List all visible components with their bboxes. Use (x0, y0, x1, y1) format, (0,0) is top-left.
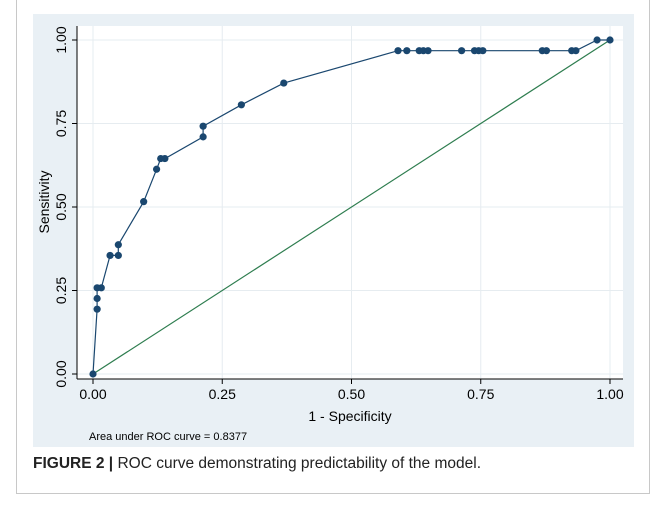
roc-point (114, 251, 122, 260)
plot-area (77, 26, 623, 379)
x-tick-label: 0.00 (79, 386, 106, 402)
roc-point (152, 165, 161, 173)
roc-point (237, 101, 245, 109)
axes: 0.00 0.25 0.50 0.75 1.00 0.00 0.25 0.50 0.75 1.00 (53, 26, 624, 402)
roc-point (93, 294, 101, 303)
roc-point (199, 122, 207, 130)
roc-point (161, 154, 169, 163)
roc-point (424, 47, 432, 55)
roc-point (403, 47, 411, 55)
roc-point (542, 47, 551, 55)
y-tick-label: 0.50 (53, 193, 69, 220)
caption-text: ROC curve demonstrating predictability o… (113, 455, 482, 472)
roc-point (479, 47, 487, 55)
roc-point (114, 241, 122, 249)
reference-line-path (92, 39, 611, 375)
roc-point (458, 47, 466, 55)
x-axis-label: 1 - Specificity (308, 408, 391, 424)
roc-points (89, 36, 614, 378)
y-tick-label: 1.00 (53, 26, 69, 53)
x-tick-label: 0.25 (209, 386, 236, 402)
auc-note: Area under ROC curve = 0.8377 (89, 431, 247, 443)
y-axis-label: Sensitivity (36, 170, 52, 233)
roc-point (572, 47, 580, 55)
roc-point (97, 284, 105, 292)
y-tick-label: 0.00 (53, 360, 69, 387)
roc-chart: 0.00 0.25 0.50 0.75 1.00 0.00 0.25 0.50 0.75 1.00… (36, 26, 624, 443)
roc-point (106, 251, 114, 260)
roc-point (199, 133, 207, 141)
figure-caption: FIGURE 2 | ROC curve demonstrating predi… (33, 455, 481, 473)
figure-frame (16, 0, 650, 494)
x-tick-label: 0.75 (467, 386, 494, 402)
roc-point (606, 36, 614, 44)
roc-point (280, 79, 288, 87)
roc-point (593, 36, 601, 44)
roc-point (89, 370, 97, 378)
x-tick-label: 1.00 (596, 386, 623, 402)
grid-lines (77, 26, 623, 379)
roc-point (394, 47, 402, 55)
roc-point (140, 198, 148, 206)
x-tick-label: 0.50 (338, 386, 365, 402)
reference-line (92, 39, 611, 375)
caption-label: FIGURE 2 | (33, 455, 114, 472)
roc-point (93, 305, 101, 313)
y-tick-label: 0.25 (53, 277, 69, 304)
y-tick-label: 0.75 (53, 110, 69, 137)
chart-panel: 0.00 0.25 0.50 0.75 1.00 0.00 0.25 0.50 0.75 1.00… (33, 14, 634, 447)
